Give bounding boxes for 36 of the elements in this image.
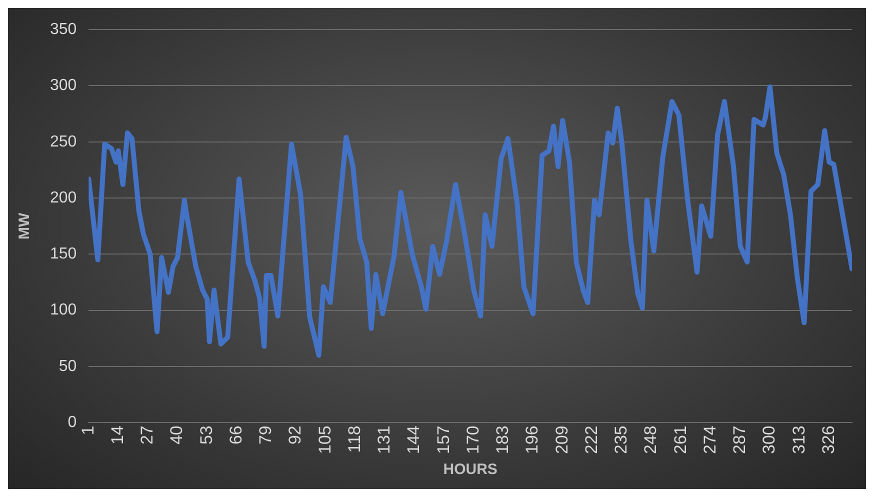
x-tick-label: 40 (167, 426, 186, 445)
y-axis-title: MW (16, 212, 34, 240)
x-tick-label: 157 (434, 426, 453, 454)
x-tick-label: 118 (344, 426, 364, 453)
y-tick-label: 100 (50, 302, 77, 319)
x-tick-label: 170 (463, 426, 482, 454)
y-tick-label: 250 (50, 133, 77, 150)
x-tick-label: 326 (818, 426, 838, 454)
x-tick-label: 300 (760, 426, 779, 454)
x-tick-label: 222 (582, 426, 601, 454)
x-tick-label: 248 (641, 426, 660, 454)
x-tick-label: 144 (404, 426, 424, 454)
x-tick-label: 79 (256, 426, 276, 445)
x-tick-label: 53 (196, 426, 216, 445)
x-tick-label: 92 (286, 426, 305, 445)
y-tick-label: 350 (50, 21, 77, 38)
x-tick-label: 313 (789, 426, 808, 454)
x-axis-title: HOURS (443, 461, 498, 478)
x-tick-label: 235 (612, 426, 631, 454)
x-tick-label: 261 (670, 426, 690, 454)
y-tick-label: 0 (68, 414, 77, 432)
y-tick-label: 200 (50, 189, 77, 206)
x-tick-label: 1 (78, 426, 98, 436)
x-tick-label: 131 (374, 426, 394, 454)
x-tick-label: 209 (552, 426, 572, 454)
y-tick-label: 150 (50, 246, 77, 263)
x-tick-label: 66 (226, 426, 246, 445)
x-tick-label: 196 (522, 426, 542, 454)
x-tick-label: 105 (315, 426, 334, 454)
y-tick-label: 300 (50, 77, 77, 94)
x-tick-label: 14 (108, 426, 128, 445)
y-tick-label: 50 (58, 358, 77, 375)
x-tick-label: 287 (730, 426, 750, 454)
x-tick-label: 27 (138, 426, 157, 445)
x-tick-label: 274 (700, 426, 720, 454)
x-tick-label: 183 (493, 426, 512, 454)
